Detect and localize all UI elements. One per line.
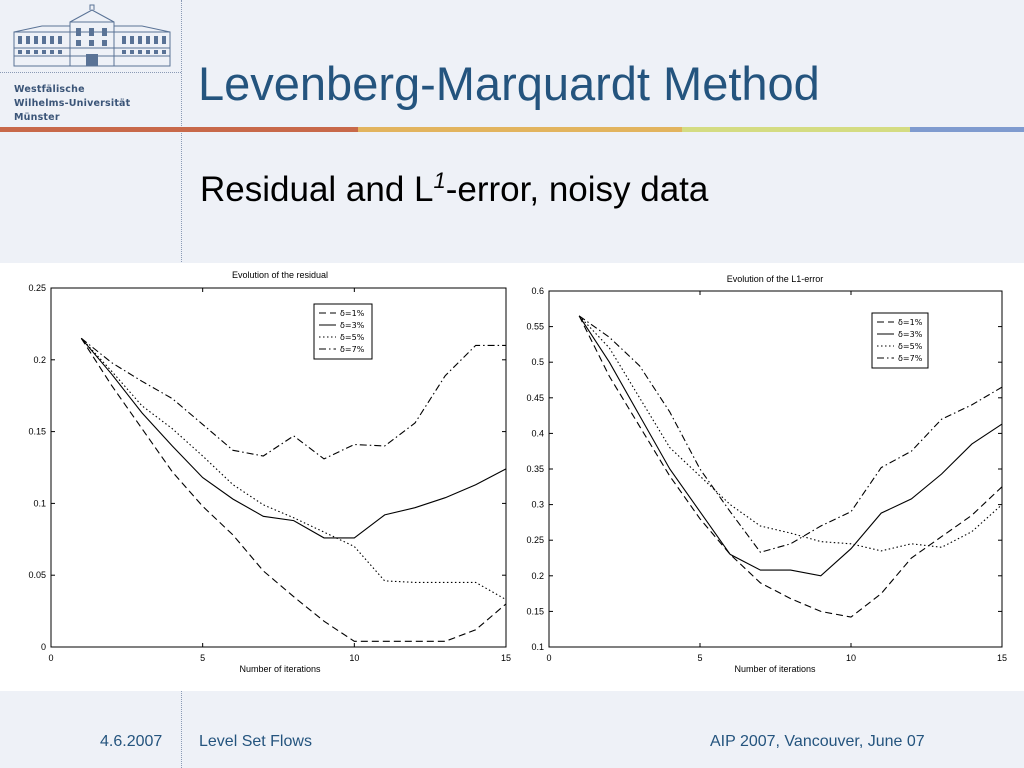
- logo-divider: [0, 72, 181, 73]
- x-tick-label: 15: [997, 653, 1007, 663]
- legend-label: δ=1%: [898, 318, 923, 327]
- legend-label: δ=7%: [340, 345, 365, 354]
- subtitle-superscript: 1: [433, 168, 446, 193]
- y-tick-label: 0.55: [526, 322, 544, 332]
- x-tick-label: 15: [501, 653, 511, 663]
- y-tick-label: 0.3: [531, 500, 544, 510]
- residual-chart: Evolution of the residual 0 5 10 15 0 0.05 0.1 0…: [28, 270, 511, 674]
- chart-title: Evolution of the residual: [232, 270, 328, 280]
- series-line-1: [578, 315, 1003, 618]
- x-tick-label: 0: [48, 653, 53, 663]
- l1-error-chart: Evolution of the L1-error 0 5 10 15 0.1 0.15 0.…: [526, 274, 1007, 674]
- legend-label: δ=7%: [898, 354, 923, 363]
- y-tick-label: 0.2: [33, 355, 46, 365]
- series-line-2: [80, 337, 507, 539]
- plot-frame: [50, 287, 507, 648]
- legend-label: δ=3%: [898, 330, 923, 339]
- university-name-line1: Westfälische: [14, 84, 85, 95]
- y-tick-label: 0.05: [28, 570, 46, 580]
- x-tick-label: 5: [697, 653, 702, 663]
- x-tick-label: 0: [546, 653, 551, 663]
- y-tick-label: 0.1: [33, 498, 46, 508]
- slide-subtitle: Residual and L1-error, noisy data: [200, 168, 709, 210]
- y-tick-label: 0.35: [526, 464, 544, 474]
- x-axis-label: Number of iterations: [239, 664, 321, 674]
- x-tick-label: 10: [349, 653, 359, 663]
- y-tick-label: 0.2: [531, 571, 544, 581]
- y-tick-label: 0.15: [526, 606, 544, 616]
- x-tick-label: 10: [846, 653, 856, 663]
- x-tick-label: 5: [200, 653, 205, 663]
- university-building-icon: [13, 4, 171, 67]
- legend-label: δ=5%: [898, 342, 923, 351]
- y-tick-label: 0.45: [526, 393, 544, 403]
- subtitle-text-end: -error, noisy data: [445, 170, 709, 209]
- series-line-3: [80, 337, 507, 601]
- university-logo: Westfälische Wilhelms-Universität Münste…: [0, 0, 181, 127]
- footer-date: 4.6.2007: [100, 733, 163, 750]
- footer-topic: Level Set Flows: [199, 733, 312, 750]
- series-line-2: [578, 315, 1003, 577]
- y-tick-label: 0.25: [526, 535, 544, 545]
- legend-label: δ=5%: [340, 333, 365, 342]
- y-tick-label: 0.4: [531, 428, 544, 438]
- colorbar-segment-4: [910, 127, 1024, 132]
- footer-event: AIP 2007, Vancouver, June 07: [710, 733, 925, 750]
- y-tick-label: 0.15: [28, 427, 46, 437]
- legend-label: δ=3%: [340, 321, 365, 330]
- colorbar-segment-1: [0, 127, 358, 132]
- y-tick-label: 0.1: [531, 642, 544, 652]
- slide-title: Levenberg-Marquardt Method: [198, 57, 820, 110]
- x-axis-label: Number of iterations: [734, 664, 816, 674]
- colorbar-segment-2: [358, 127, 682, 132]
- y-tick-label: 0: [41, 642, 46, 652]
- legend-label: δ=1%: [340, 309, 365, 318]
- subtitle-text: Residual and L: [200, 170, 434, 209]
- chart-title: Evolution of the L1-error: [727, 274, 824, 284]
- university-name-line2: Wilhelms-Universität: [14, 98, 131, 109]
- colorbar-segment-3: [682, 127, 910, 132]
- series-line-4: [80, 337, 506, 460]
- series-line-1: [80, 338, 507, 642]
- university-name-line3: Münster: [14, 112, 60, 123]
- university-name: Westfälische Wilhelms-Universität Münste…: [14, 83, 130, 125]
- y-tick-label: 0.25: [28, 283, 46, 293]
- plots-background: [0, 263, 1024, 691]
- series-line-4: [578, 315, 1003, 553]
- series-line-3: [578, 315, 1003, 552]
- y-tick-label: 0.6: [531, 286, 544, 296]
- y-tick-label: 0.5: [531, 357, 544, 367]
